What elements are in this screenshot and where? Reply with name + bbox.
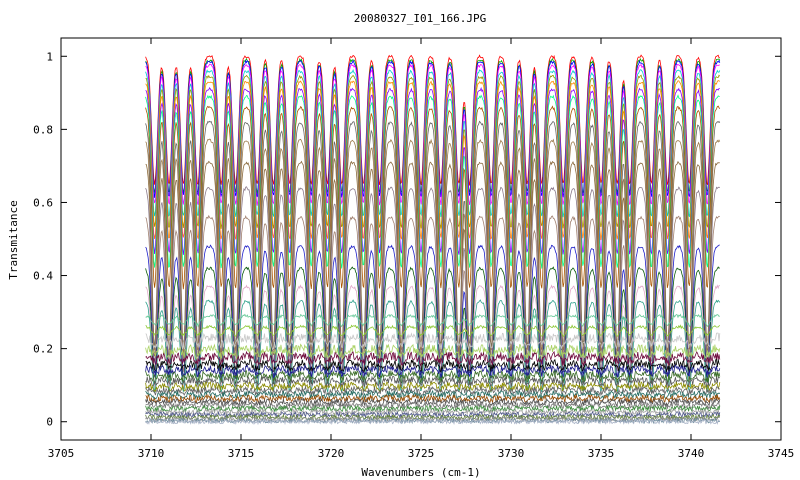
- chart-title: 20080327_I01_166.JPG: [354, 12, 486, 25]
- series-line: [145, 54, 720, 186]
- series-line: [145, 244, 720, 379]
- series-line: [145, 418, 721, 426]
- series-line: [145, 120, 721, 349]
- x-tick-label: 3735: [588, 447, 615, 460]
- series-line: [145, 284, 720, 391]
- series-line: [145, 86, 720, 255]
- y-axis-label: Transmitance: [7, 200, 20, 279]
- series-line: [145, 374, 721, 389]
- series-line: [145, 105, 721, 290]
- x-tick-label: 3710: [138, 447, 165, 460]
- series-line: [145, 186, 720, 365]
- series-line: [145, 358, 721, 374]
- series-line: [145, 68, 721, 218]
- x-tick-label: 3730: [498, 447, 525, 460]
- series-line: [145, 410, 721, 419]
- y-tick-label: 0.2: [33, 343, 53, 356]
- y-axis: 0 0.2 0.4 0.6 0.8 1: [33, 50, 781, 429]
- series-line: [145, 324, 721, 338]
- series-line: [145, 266, 721, 386]
- series-line: [145, 385, 721, 397]
- series-line: [145, 313, 720, 328]
- series-line: [145, 138, 721, 353]
- x-tick-label: 3720: [318, 447, 345, 460]
- series-line: [145, 80, 721, 241]
- series-line: [145, 343, 721, 361]
- series-line: [145, 407, 720, 417]
- series-line: [145, 74, 721, 229]
- series-line: [145, 393, 721, 404]
- series-line: [145, 415, 720, 424]
- x-axis: 3705 3710 3715 3720 3725 3730 3735 3740 3745: [48, 38, 795, 460]
- x-tick-label: 3715: [228, 447, 255, 460]
- x-axis-label: Wavenumbers (cm-1): [361, 466, 480, 479]
- series-line: [145, 214, 721, 373]
- series-line: [145, 404, 721, 414]
- series-line: [145, 380, 721, 393]
- series-line: [145, 160, 720, 359]
- series-line: [145, 63, 720, 206]
- series-line: [145, 369, 721, 384]
- x-tick-label: 3725: [408, 447, 435, 460]
- y-tick-label: 0: [46, 416, 53, 429]
- series-line: [145, 350, 721, 367]
- y-tick-label: 0.6: [33, 196, 53, 209]
- x-tick-label: 3740: [678, 447, 705, 460]
- y-tick-label: 0.8: [33, 123, 53, 136]
- series-line: [145, 332, 721, 351]
- series-group: [145, 54, 721, 426]
- y-tick-label: 0.4: [33, 270, 53, 283]
- x-tick-label: 3705: [48, 447, 75, 460]
- series-line: [145, 389, 721, 401]
- y-tick-label: 1: [46, 50, 53, 63]
- x-tick-label: 3745: [768, 447, 795, 460]
- series-line: [145, 94, 720, 269]
